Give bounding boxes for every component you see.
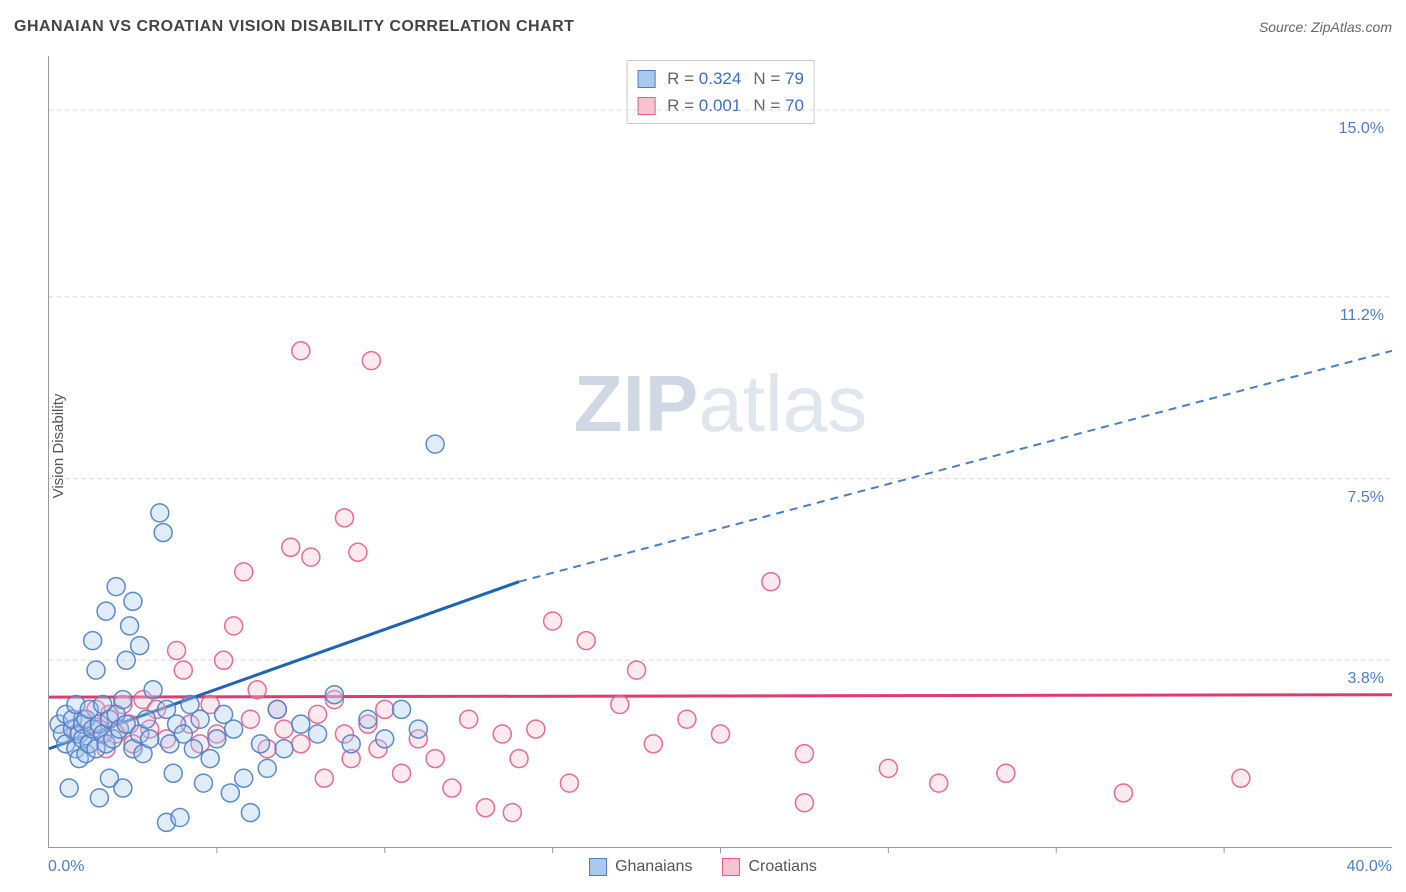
x-max-label: 40.0% xyxy=(1347,858,1392,876)
plot-area: ZIPatlas R = 0.324 N = 79 R = 0.001 N = … xyxy=(48,56,1392,848)
y-tick-label: 11.2% xyxy=(1340,307,1384,325)
legend-swatch-blue-icon xyxy=(589,858,607,876)
y-tick-label: 7.5% xyxy=(1348,489,1384,507)
scatter-svg xyxy=(49,56,1392,847)
series-legend: Ghanaians Croatians xyxy=(589,858,817,876)
legend-item-croatians: Croatians xyxy=(722,858,816,876)
x-min-label: 0.0% xyxy=(48,858,84,876)
y-tick-label: 15.0% xyxy=(1339,120,1384,138)
chart-title: GHANAIAN VS CROATIAN VISION DISABILITY C… xyxy=(14,18,574,36)
chart-header: GHANAIAN VS CROATIAN VISION DISABILITY C… xyxy=(14,18,1392,36)
legend-label-blue: Ghanaians xyxy=(615,858,692,876)
legend-label-pink: Croatians xyxy=(748,858,816,876)
chart-source: Source: ZipAtlas.com xyxy=(1259,19,1392,35)
legend-swatch-pink-icon xyxy=(722,858,740,876)
legend-item-ghanaians: Ghanaians xyxy=(589,858,692,876)
y-tick-label: 3.8% xyxy=(1348,670,1384,688)
